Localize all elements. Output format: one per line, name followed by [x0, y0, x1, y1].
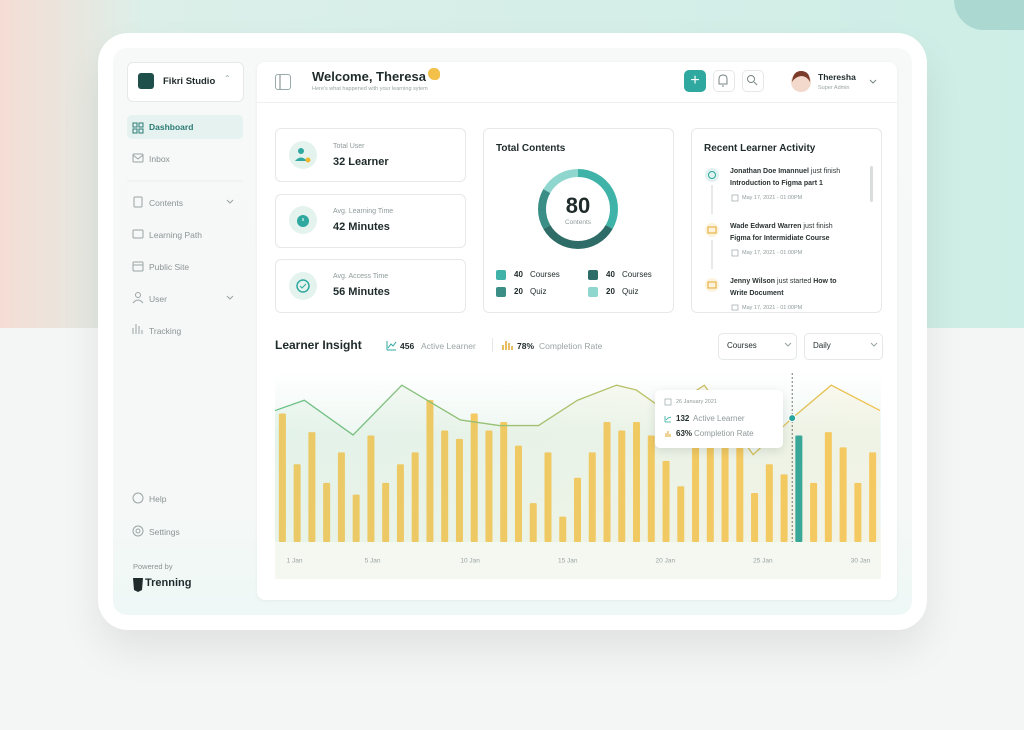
activity-time: May 17, 2021 - 01:00PM: [742, 250, 803, 256]
course-name[interactable]: How to Write Document: [730, 278, 837, 297]
nav-active-bg: [127, 115, 243, 139]
activity-card: [691, 128, 882, 313]
workspace-name: Fikri Studio: [163, 76, 216, 87]
nav-item[interactable]: Dashboard: [149, 122, 194, 132]
learner-name: Jonathan Doe Imannuel: [730, 168, 809, 175]
chart-area: [275, 372, 881, 579]
nav-item[interactable]: Tracking: [149, 326, 182, 336]
workspace-logo: [138, 73, 154, 89]
legend-label: Quiz: [530, 287, 547, 296]
stat-label: Avg. Learning Time: [333, 208, 394, 215]
learner-name: Wade Edward Warren: [730, 223, 802, 230]
wave-icon: [428, 68, 440, 80]
powered-by: Powered by: [133, 562, 173, 571]
filter-dropdown[interactable]: [718, 333, 797, 360]
nav-item[interactable]: Contents: [149, 198, 184, 208]
section-title: Learner Insight: [275, 338, 362, 352]
stat-value: 32 Learner: [333, 156, 389, 168]
activity-text: Jonathan Doe Imannuel just finish Introd…: [730, 166, 856, 190]
card-title: Recent Learner Activity: [704, 143, 816, 154]
tooltip-value: 63%: [676, 429, 693, 438]
activity-time: May 17, 2021 - 01:00PM: [742, 195, 803, 201]
legend-label: Courses: [530, 270, 560, 279]
collapse-button[interactable]: [275, 74, 291, 90]
legend-value: 20: [514, 287, 523, 296]
nav-item[interactable]: Help: [149, 494, 167, 504]
user-role: Super Admin: [818, 85, 850, 91]
notification-button[interactable]: [713, 70, 735, 92]
nav-item[interactable]: Learning Path: [149, 230, 202, 240]
summary-divider: [492, 338, 493, 352]
user-name[interactable]: Theresha: [818, 72, 856, 82]
stat-value: 42 Minutes: [333, 221, 390, 233]
brand: Trenning: [145, 577, 192, 589]
stat-value: 56 Minutes: [333, 286, 390, 298]
course-name[interactable]: Introduction to Figma part 1: [730, 180, 823, 187]
legend-label: Courses: [622, 270, 652, 279]
activity-action: just finish: [810, 168, 841, 175]
summary-value: 456: [400, 341, 415, 351]
nav-item[interactable]: Public Site: [149, 262, 190, 272]
stat-card: [275, 128, 466, 182]
legend-value: 40: [606, 270, 615, 279]
legend-value: 20: [606, 287, 615, 296]
search-button[interactable]: [742, 70, 764, 92]
legend-value: 40: [514, 270, 523, 279]
nav-item[interactable]: Inbox: [149, 154, 170, 164]
header-divider: [257, 102, 897, 103]
summary-label: Active Learner: [421, 341, 476, 351]
tooltip-label: Active Learner: [693, 414, 745, 423]
nav-item[interactable]: User: [149, 294, 167, 304]
nav-item[interactable]: Settings: [149, 527, 180, 537]
activity-text: Wade Edward Warren just finish Figma for…: [730, 221, 856, 245]
switch-icon: ⌃: [224, 74, 231, 83]
welcome-title: Welcome, Theresa: [312, 69, 426, 84]
stat-label: Avg. Access Time: [333, 273, 389, 280]
learner-name: Jenny Wilson: [730, 278, 776, 285]
add-button[interactable]: +: [684, 70, 706, 92]
filter-label[interactable]: Courses: [727, 341, 757, 350]
filter-label[interactable]: Daily: [813, 341, 831, 350]
summary-label: Completion Rate: [539, 341, 603, 351]
tooltip-value: 132: [676, 414, 690, 423]
tooltip-date: 26 January 2021: [676, 399, 717, 405]
welcome-subtitle: Here's what happened with your learning …: [312, 86, 428, 92]
stat-label: Total User: [333, 143, 365, 150]
course-name[interactable]: Figma for Intermidiate Course: [730, 235, 830, 242]
legend-label: Quiz: [622, 287, 639, 296]
tooltip-label: Completion Rate: [694, 429, 754, 438]
card-title: Total Contents: [496, 143, 566, 154]
activity-text: Jenny Wilson just started How to Write D…: [730, 276, 848, 300]
summary-value: 78%: [517, 341, 535, 351]
donut-center-label: Contents: [564, 219, 592, 226]
activity-action: just finish: [803, 223, 833, 230]
donut-center-value: 80: [565, 193, 591, 218]
activity-action: just started: [777, 278, 812, 285]
activity-time: May 17, 2021 - 01:00PM: [742, 305, 803, 310]
